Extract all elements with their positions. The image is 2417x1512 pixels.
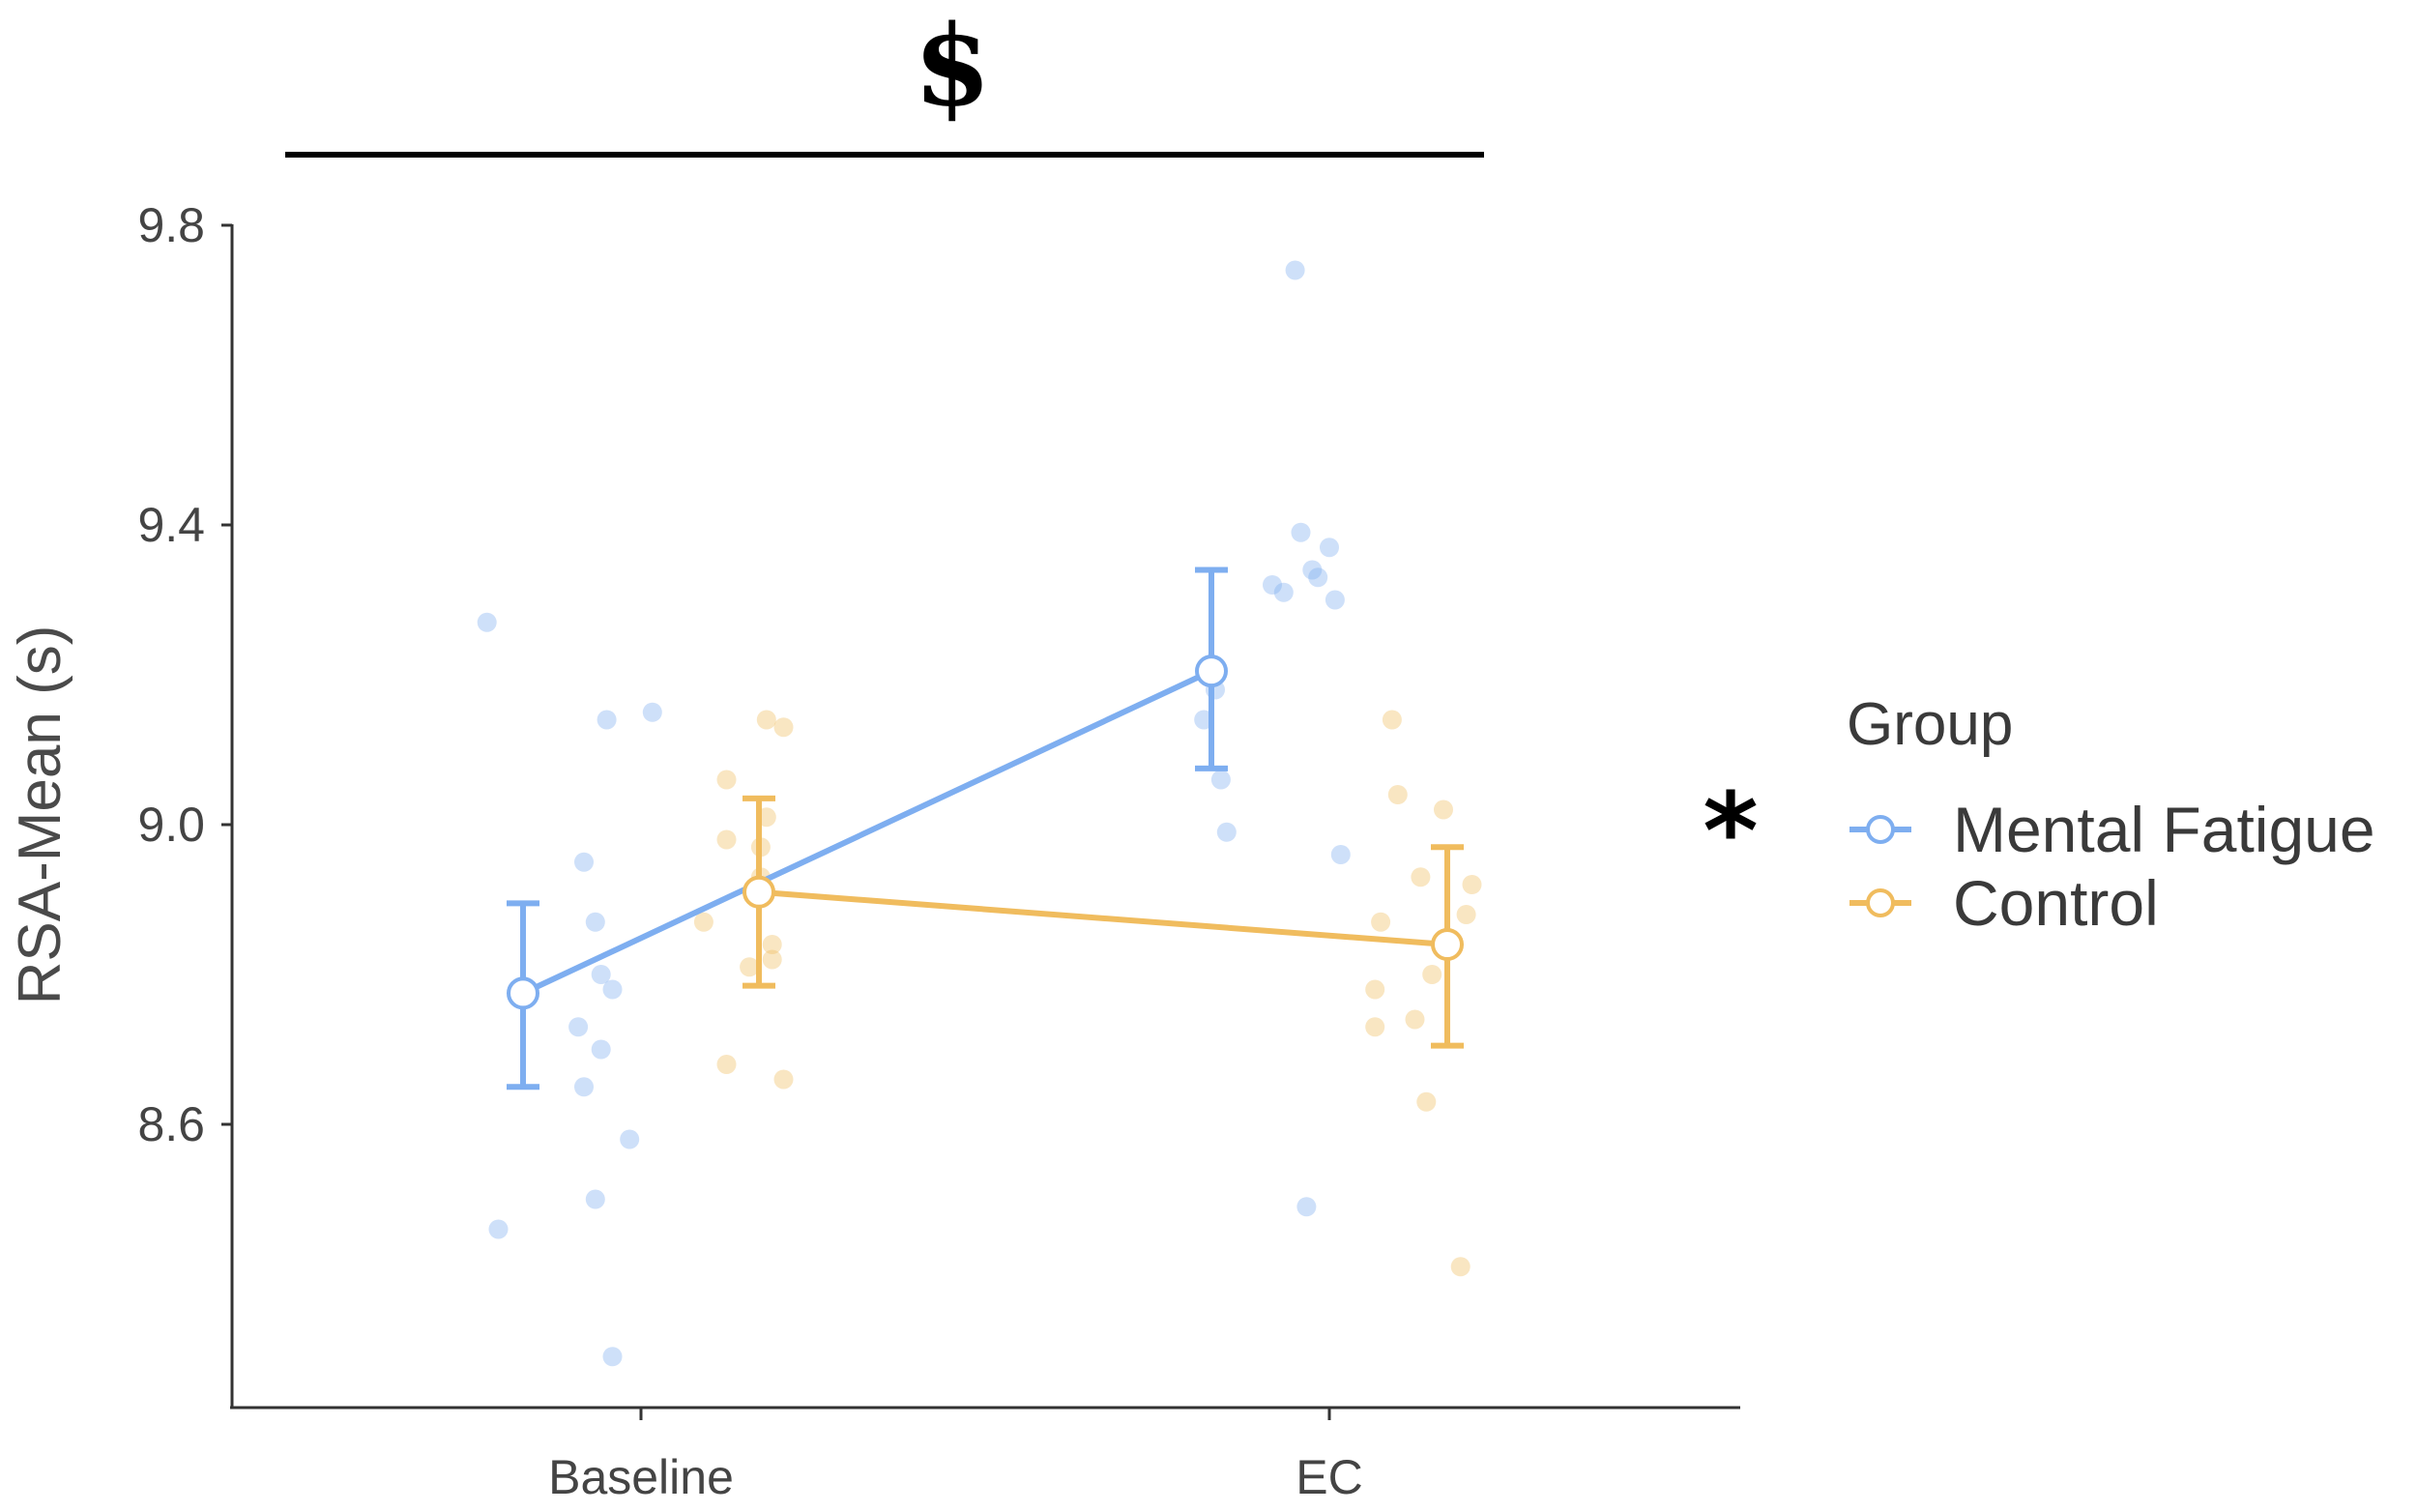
data-point	[1416, 1091, 1437, 1112]
data-point	[1450, 1257, 1471, 1277]
legend-label: Mental Fatigue	[1953, 794, 2375, 865]
data-point	[1330, 845, 1351, 864]
data-point	[1263, 575, 1282, 595]
data-point	[1296, 1197, 1317, 1217]
data-point	[1302, 560, 1323, 580]
data-point	[1434, 800, 1453, 820]
data-point	[642, 702, 662, 722]
y-tick-label: 9.8	[137, 198, 205, 252]
data-point	[602, 979, 623, 1000]
mean-point	[743, 875, 775, 909]
data-point	[591, 965, 611, 984]
series-line	[758, 888, 1448, 947]
data-point	[620, 1129, 640, 1149]
legend-key-marker	[1866, 815, 1895, 844]
data-point	[585, 1189, 605, 1209]
data-point	[1456, 905, 1476, 924]
y-axis-title: RSA-Mean (s)	[7, 625, 73, 1005]
data-point	[1325, 590, 1345, 610]
data-point	[773, 1069, 794, 1090]
data-point	[716, 770, 737, 790]
data-point	[716, 1055, 737, 1074]
data-point	[1210, 770, 1231, 790]
mean-point	[507, 976, 539, 1010]
data-point	[773, 717, 794, 738]
data-point	[1365, 1017, 1385, 1037]
data-point	[1405, 1009, 1425, 1030]
series-line	[521, 668, 1213, 997]
data-point	[1462, 875, 1482, 894]
x-tick-label: EC	[1296, 1450, 1362, 1504]
data-point	[1308, 567, 1328, 588]
x-tick-label: Baseline	[548, 1450, 734, 1504]
significance-dollar-symbol: $	[914, 1, 991, 131]
data-point	[597, 710, 617, 730]
data-point	[574, 1077, 594, 1097]
data-point	[585, 912, 605, 932]
data-point	[740, 957, 760, 977]
series-lines	[521, 668, 1448, 997]
data-point	[1291, 522, 1311, 542]
data-point	[1320, 538, 1339, 558]
significance-asterisk: *	[1703, 770, 1759, 893]
data-point	[1387, 785, 1408, 804]
data-point	[1411, 867, 1431, 887]
data-point	[602, 1347, 623, 1367]
mean-point	[1431, 928, 1464, 961]
legend-label: Control	[1953, 867, 2159, 939]
legend-title: Group	[1847, 691, 2013, 758]
jitter-points	[477, 260, 1482, 1367]
data-point	[1422, 965, 1442, 984]
error-bars	[507, 567, 1464, 1090]
mean-point	[1195, 654, 1228, 688]
data-point	[716, 829, 737, 850]
data-point	[488, 1219, 509, 1239]
data-point	[1365, 979, 1385, 1000]
y-axis-ticks: 8.6 9.0 9.4 9.8	[137, 198, 232, 1151]
data-point	[1285, 260, 1305, 280]
data-point	[762, 935, 782, 954]
y-tick-label: 9.0	[137, 798, 205, 852]
data-point	[1371, 912, 1391, 932]
data-point	[1273, 582, 1294, 602]
mean-points	[507, 654, 1464, 1010]
legend-key-marker	[1866, 888, 1895, 917]
data-point	[574, 852, 594, 872]
data-point	[591, 1039, 611, 1060]
data-point	[693, 912, 713, 932]
data-point	[762, 949, 782, 970]
x-axis-ticks: Baseline EC	[548, 1408, 1363, 1504]
data-point	[756, 710, 776, 730]
y-tick-label: 8.6	[137, 1097, 205, 1151]
data-point	[1382, 710, 1402, 730]
data-point	[1216, 822, 1237, 842]
y-tick-label: 9.4	[137, 498, 205, 552]
data-point	[568, 1017, 589, 1037]
data-point	[477, 612, 497, 632]
